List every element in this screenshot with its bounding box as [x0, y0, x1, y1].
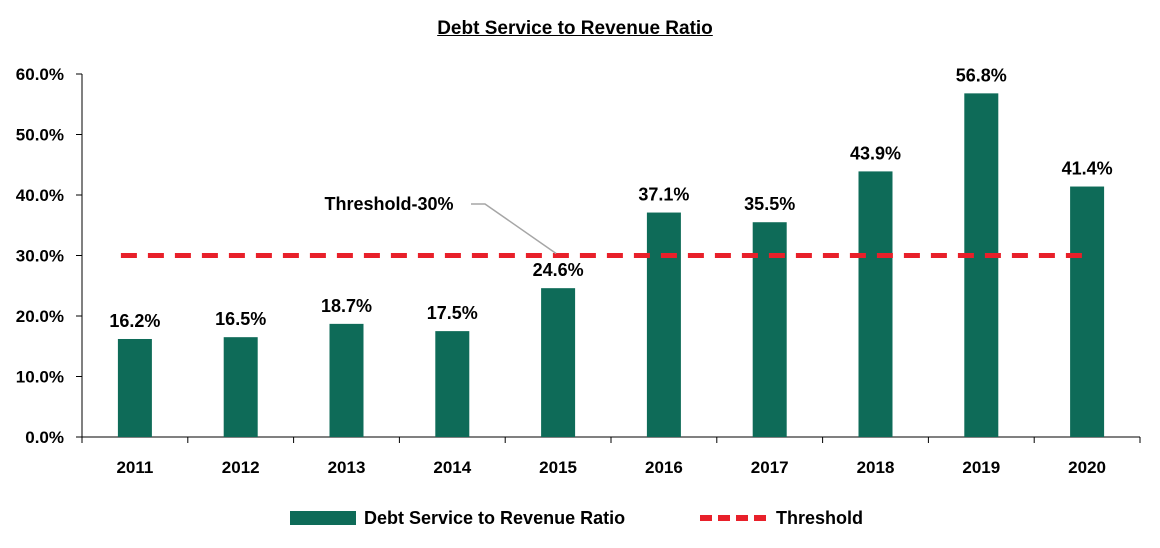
- y-tick-label: 10.0%: [16, 368, 64, 387]
- bar: [646, 212, 681, 437]
- data-label: 35.5%: [744, 194, 795, 214]
- x-tick-label: 2015: [539, 458, 577, 477]
- x-tick-label: 2018: [857, 458, 895, 477]
- bar: [1070, 186, 1105, 437]
- x-tick-label: 2016: [645, 458, 683, 477]
- legend-item-debt-service: Debt Service to Revenue Ratio: [290, 505, 625, 531]
- legend-item-threshold: Threshold: [700, 505, 863, 531]
- bar: [435, 331, 470, 437]
- y-tick-label: 60.0%: [16, 65, 64, 84]
- data-label: 17.5%: [427, 303, 478, 323]
- bar: [329, 323, 364, 437]
- x-tick-label: 2017: [751, 458, 789, 477]
- x-tick-label: 2014: [433, 458, 471, 477]
- x-tick-label: 2011: [116, 458, 153, 477]
- data-label: 18.7%: [321, 296, 372, 316]
- legend-bar-swatch: [290, 511, 356, 525]
- x-tick-label: 2012: [222, 458, 260, 477]
- chart-title: Debt Service to Revenue Ratio: [437, 18, 713, 39]
- bar: [117, 338, 152, 437]
- legend-label-debt-service: Debt Service to Revenue Ratio: [364, 507, 626, 528]
- data-label: 41.4%: [1062, 159, 1113, 179]
- bar: [541, 288, 576, 437]
- legend-threshold-swatch: [700, 515, 766, 521]
- bar: [964, 93, 999, 438]
- data-label: 16.2%: [109, 311, 160, 331]
- y-tick-label: 30.0%: [16, 247, 64, 266]
- x-tick-label: 2020: [1068, 458, 1106, 477]
- annotation-leader-line: [471, 203, 557, 255]
- data-label: 24.6%: [533, 260, 584, 280]
- legend: Debt Service to Revenue Ratio Threshold: [0, 505, 1160, 531]
- threshold-annotation: Threshold-30%: [324, 194, 453, 214]
- x-tick-label: 2019: [962, 458, 1000, 477]
- x-tick-label: 2013: [328, 458, 366, 477]
- legend-label-threshold: Threshold: [776, 507, 864, 528]
- data-label: 16.5%: [215, 309, 266, 329]
- y-tick-label: 50.0%: [16, 126, 64, 145]
- data-label: 37.1%: [638, 185, 689, 205]
- data-label: 43.9%: [850, 143, 901, 163]
- y-tick-label: 0.0%: [25, 428, 64, 447]
- bar: [858, 171, 893, 437]
- y-tick-label: 40.0%: [16, 186, 64, 205]
- bar: [752, 222, 787, 437]
- y-tick-label: 20.0%: [16, 307, 64, 326]
- bar: [223, 337, 258, 437]
- data-label: 56.8%: [956, 65, 1007, 85]
